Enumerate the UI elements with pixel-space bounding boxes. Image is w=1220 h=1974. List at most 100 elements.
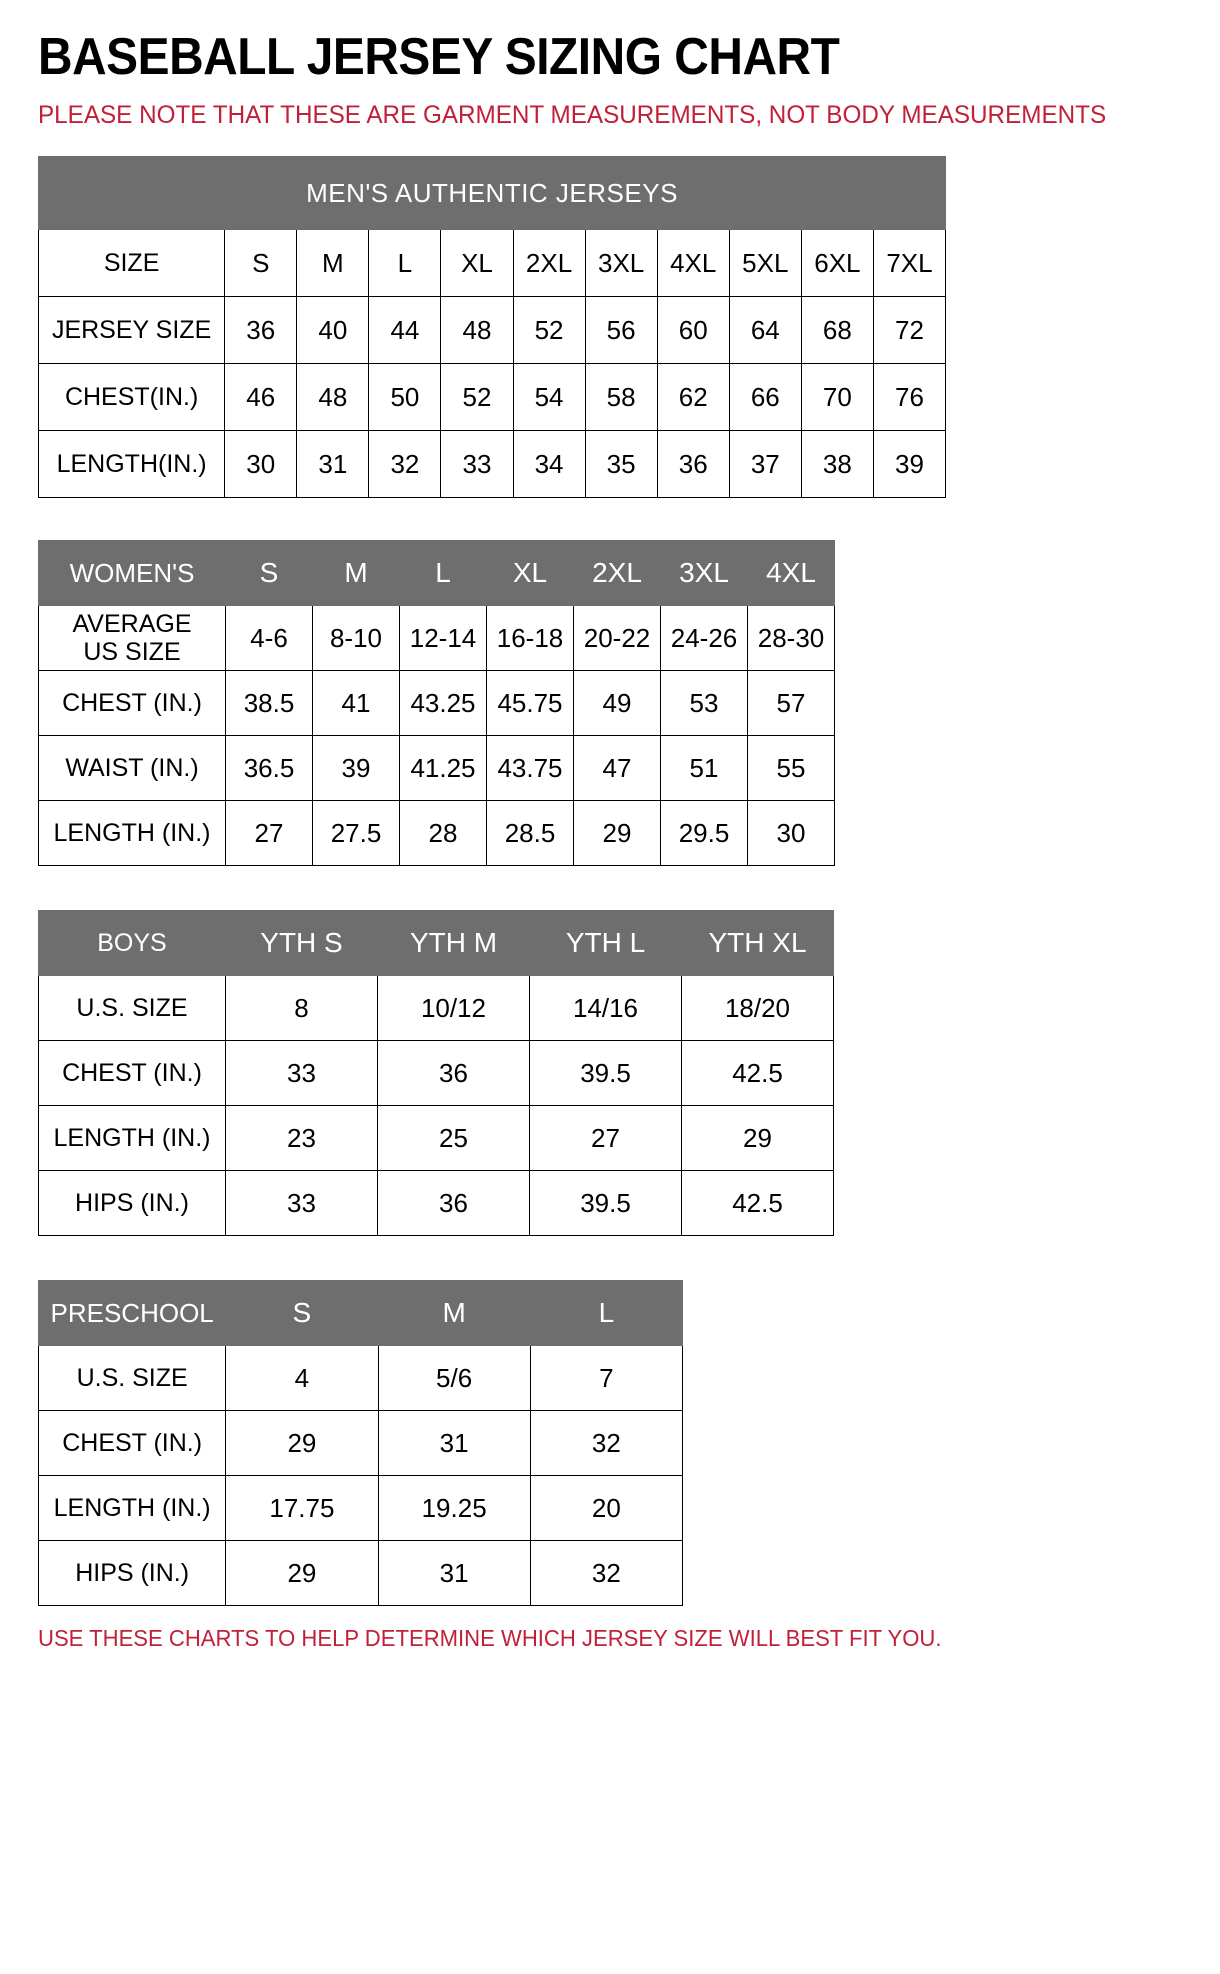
table-cell: 10/12 [377, 975, 530, 1041]
table-cell: 40 [296, 296, 370, 364]
table-cell: 72 [872, 296, 947, 364]
womens-col-l: L [399, 540, 487, 606]
table-cell: 38 [800, 430, 874, 498]
womens-col-m: M [312, 540, 400, 606]
table-cell: 76 [872, 363, 947, 431]
table-cell: 20-22 [573, 605, 661, 671]
table-cell: 66 [728, 363, 802, 431]
table-cell: 42.5 [681, 1040, 834, 1106]
table-cell: 46 [224, 363, 298, 431]
table-cell: 36 [656, 430, 730, 498]
womens-col-s: S [225, 540, 313, 606]
mens-col-m: M [296, 229, 370, 297]
womens-row-label: CHEST (IN.) [38, 670, 226, 736]
table-row: U.S. SIZE 4 5/6 7 [37, 1345, 684, 1411]
table-row: HIPS (IN.) 29 31 32 [37, 1540, 684, 1606]
preschool-col-m: M [377, 1280, 531, 1346]
table-cell: 24-26 [660, 605, 748, 671]
table-cell: 29 [681, 1105, 834, 1171]
womens-col-xl: XL [486, 540, 574, 606]
table-cell: 55 [747, 735, 835, 801]
table-cell: 34 [512, 430, 586, 498]
table-cell: 39.5 [529, 1170, 682, 1236]
table-row: LENGTH (IN.) 23 25 27 29 [38, 1105, 834, 1171]
table-cell: 25 [377, 1105, 530, 1171]
table-cell: 28-30 [747, 605, 835, 671]
table-cell: 29.5 [660, 800, 748, 866]
table-cell: 39.5 [529, 1040, 682, 1106]
table-cell: 28 [399, 800, 487, 866]
boys-row-label: LENGTH (IN.) [38, 1105, 226, 1171]
boys-col-yth-s: YTH S [225, 910, 378, 976]
table-cell: 41 [312, 670, 400, 736]
table-cell: 52 [512, 296, 586, 364]
preschool-col-s: S [225, 1280, 379, 1346]
mens-col-2xl: 2XL [512, 229, 586, 297]
mens-col-xl: XL [440, 229, 514, 297]
table-cell: 52 [440, 363, 514, 431]
mens-col-5xl: 5XL [728, 229, 802, 297]
table-banner-row: MEN'S AUTHENTIC JERSEYS [38, 156, 946, 230]
table-cell: 29 [225, 1410, 379, 1476]
table-row: WAIST (IN.) 36.5 39 41.25 43.75 47 51 55 [38, 735, 835, 801]
womens-row-label-line1: AVERAGE [72, 610, 192, 638]
mens-row-label: JERSEY SIZE [37, 296, 226, 364]
mens-col-6xl: 6XL [800, 229, 874, 297]
table-cell: 29 [573, 800, 661, 866]
table-cell: 31 [377, 1540, 531, 1606]
womens-col-3xl: 3XL [660, 540, 748, 606]
table-cell: 50 [368, 363, 442, 431]
boys-row-label: U.S. SIZE [38, 975, 226, 1041]
table-row: LENGTH (IN.) 17.75 19.25 20 [37, 1475, 684, 1541]
boys-col-yth-l: YTH L [529, 910, 682, 976]
table-header-row: SIZE S M L XL 2XL 3XL 4XL 5XL 6XL 7XL [37, 229, 947, 297]
table-cell: 36 [377, 1040, 530, 1106]
table-row: LENGTH(IN.) 30 31 32 33 34 35 36 37 38 3… [37, 430, 947, 498]
table-cell: 43.75 [486, 735, 574, 801]
table-cell: 28.5 [486, 800, 574, 866]
table-cell: 39 [312, 735, 400, 801]
table-row: CHEST (IN.) 33 36 39.5 42.5 [38, 1040, 834, 1106]
table-row: LENGTH (IN.) 27 27.5 28 28.5 29 29.5 30 [38, 800, 835, 866]
preschool-row-label: CHEST (IN.) [37, 1410, 227, 1476]
table-cell: 62 [656, 363, 730, 431]
mens-sizing-table: MEN'S AUTHENTIC JERSEYS SIZE S M L XL 2X… [37, 156, 947, 498]
table-cell: 56 [584, 296, 658, 364]
table-cell: 23 [225, 1105, 378, 1171]
table-header-row: BOYS YTH S YTH M YTH L YTH XL [38, 910, 834, 976]
table-cell: 30 [747, 800, 835, 866]
table-cell: 44 [368, 296, 442, 364]
table-cell: 70 [800, 363, 874, 431]
table-cell: 30 [224, 430, 298, 498]
table-cell: 48 [296, 363, 370, 431]
table-cell: 45.75 [486, 670, 574, 736]
table-cell: 17.75 [225, 1475, 379, 1541]
womens-row-label: LENGTH (IN.) [38, 800, 226, 866]
table-header-row: WOMEN'S S M L XL 2XL 3XL 4XL [38, 540, 835, 606]
table-cell: 36.5 [225, 735, 313, 801]
boys-row-label: HIPS (IN.) [38, 1170, 226, 1236]
mens-col-3xl: 3XL [584, 229, 658, 297]
table-row: CHEST(IN.) 46 48 50 52 54 58 62 66 70 76 [37, 363, 947, 431]
preschool-header-label: PRESCHOOL [37, 1280, 227, 1346]
table-cell: 33 [440, 430, 514, 498]
table-cell: 16-18 [486, 605, 574, 671]
table-cell: 12-14 [399, 605, 487, 671]
preschool-row-label: HIPS (IN.) [37, 1540, 227, 1606]
table-cell: 32 [529, 1410, 684, 1476]
table-cell: 19.25 [377, 1475, 531, 1541]
footer-note: USE THESE CHARTS TO HELP DETERMINE WHICH… [38, 1625, 942, 1651]
table-cell: 33 [225, 1040, 378, 1106]
table-cell: 36 [377, 1170, 530, 1236]
mens-row-label: CHEST(IN.) [37, 363, 226, 431]
table-cell: 20 [529, 1475, 684, 1541]
page-title: BASEBALL JERSEY SIZING CHART [38, 28, 840, 86]
table-cell: 32 [529, 1540, 684, 1606]
table-cell: 41.25 [399, 735, 487, 801]
table-cell: 68 [800, 296, 874, 364]
table-cell: 42.5 [681, 1170, 834, 1236]
table-cell: 8-10 [312, 605, 400, 671]
mens-col-l: L [368, 229, 442, 297]
womens-row-label-line2: US SIZE [83, 638, 181, 666]
